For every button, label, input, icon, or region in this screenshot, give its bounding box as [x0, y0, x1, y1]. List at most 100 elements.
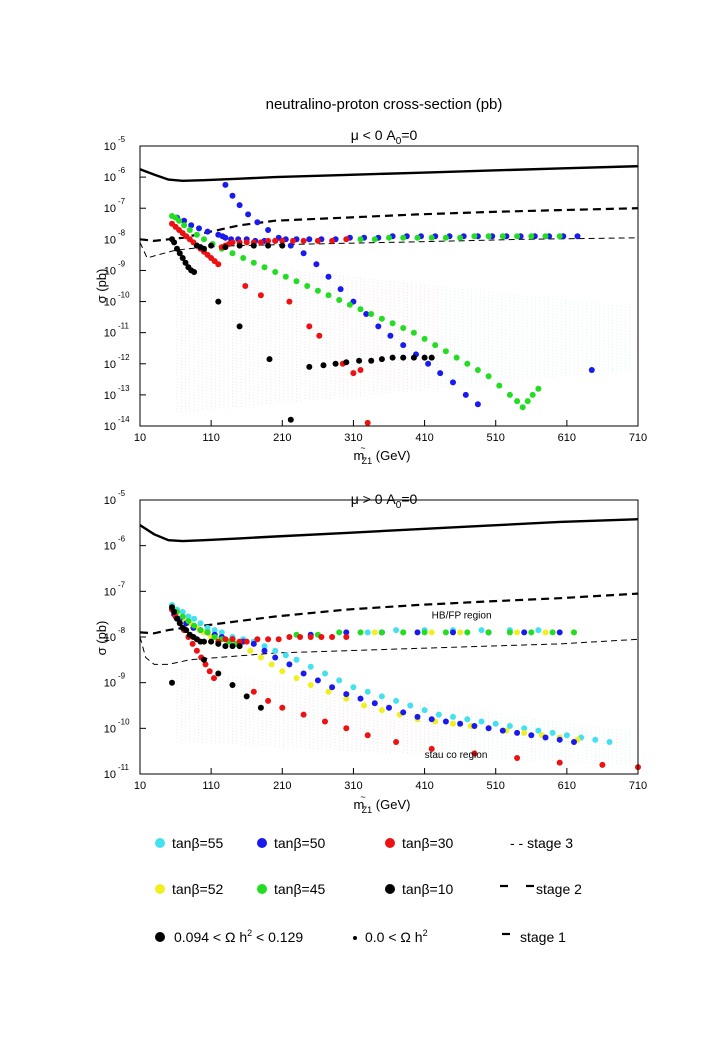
legend-item-tan-50: tanβ=50 [257, 835, 325, 851]
data-point [506, 723, 513, 729]
data-point [272, 237, 279, 244]
data-point [414, 713, 421, 720]
data-point [457, 234, 464, 241]
data-point [386, 234, 392, 241]
data-point [556, 759, 563, 766]
data-point [400, 325, 407, 331]
data-point [222, 636, 229, 643]
data-point [606, 739, 613, 745]
data-point [240, 255, 247, 261]
panel-top-points [169, 181, 595, 426]
data-point [350, 370, 357, 377]
data-point [350, 684, 357, 691]
panel-top-curves [139, 165, 639, 414]
data-point [279, 668, 286, 675]
relic-density-band [176, 258, 630, 414]
data-point [442, 348, 449, 355]
y-tick-exponent: -11 [118, 322, 130, 331]
data-point [204, 629, 211, 636]
data-point [197, 620, 204, 627]
data-point [457, 629, 464, 636]
legend-label: tanβ=10 [402, 881, 453, 897]
data-point [318, 634, 325, 640]
data-point [371, 629, 378, 636]
data-point [442, 234, 449, 241]
data-point [514, 629, 521, 636]
x-tick-label: 210 [273, 780, 291, 792]
data-point [229, 250, 236, 257]
data-point [329, 684, 336, 691]
data-point [329, 237, 336, 244]
data-point [201, 638, 207, 645]
data-point [363, 311, 370, 317]
legend-item-stage-1: stage 1 [502, 929, 566, 945]
data-point [378, 629, 385, 636]
data-point [287, 416, 294, 423]
y-tick-base: 10 [104, 723, 116, 735]
data-point [393, 739, 400, 745]
data-point [521, 725, 528, 732]
panel-bottom-points [169, 602, 641, 771]
data-point [307, 663, 314, 670]
panel-top-ylabel: σ (pb) [94, 269, 109, 304]
panel-top-frame [139, 145, 639, 427]
series-tan-52 [172, 611, 581, 743]
data-point [528, 233, 535, 240]
data-point [245, 211, 252, 218]
data-point [242, 283, 249, 289]
data-point [343, 725, 350, 732]
legend-swatch [257, 838, 267, 848]
x-tick-label: 510 [487, 432, 505, 444]
figure-title: neutralino-proton cross-section (pb) [266, 96, 503, 113]
data-point [428, 234, 435, 241]
data-point [236, 323, 243, 330]
data-point [325, 273, 332, 280]
data-point [425, 360, 432, 367]
data-point [435, 711, 442, 718]
data-point [464, 629, 471, 636]
data-point [521, 729, 528, 736]
data-point [186, 227, 193, 233]
legend-swatch [155, 838, 165, 848]
x-tick-label: 610 [558, 432, 576, 444]
legend-item-tan-52: tanβ=52 [155, 881, 223, 897]
data-point [261, 643, 268, 650]
data-point [171, 239, 178, 246]
data-point [314, 287, 321, 294]
data-point [535, 727, 542, 734]
data-point [574, 233, 581, 240]
y-tick-exponent: -5 [118, 489, 126, 498]
data-point [357, 306, 364, 313]
data-point [556, 736, 563, 743]
legend-swatch [385, 884, 395, 894]
legend-swatch [385, 838, 395, 848]
data-point [196, 225, 202, 232]
data-point [371, 700, 378, 707]
data-point [188, 222, 195, 229]
data-point [453, 354, 460, 361]
data-point [243, 638, 250, 645]
data-point [229, 239, 236, 246]
series-tan-30 [169, 220, 371, 426]
data-point [556, 629, 563, 636]
data-point [265, 227, 272, 233]
legend-swatch [257, 884, 267, 894]
data-point [174, 245, 180, 252]
data-point [437, 370, 444, 377]
data-point [169, 679, 175, 686]
data-point [201, 236, 207, 243]
data-point [313, 261, 320, 268]
data-point [307, 634, 314, 640]
data-point [407, 702, 414, 709]
data-point [250, 640, 257, 647]
data-point [393, 697, 400, 704]
data-point [204, 624, 211, 631]
data-point [332, 360, 339, 367]
y-tick-exponent: -10 [118, 717, 130, 726]
data-point [300, 250, 307, 257]
data-point [265, 697, 272, 704]
